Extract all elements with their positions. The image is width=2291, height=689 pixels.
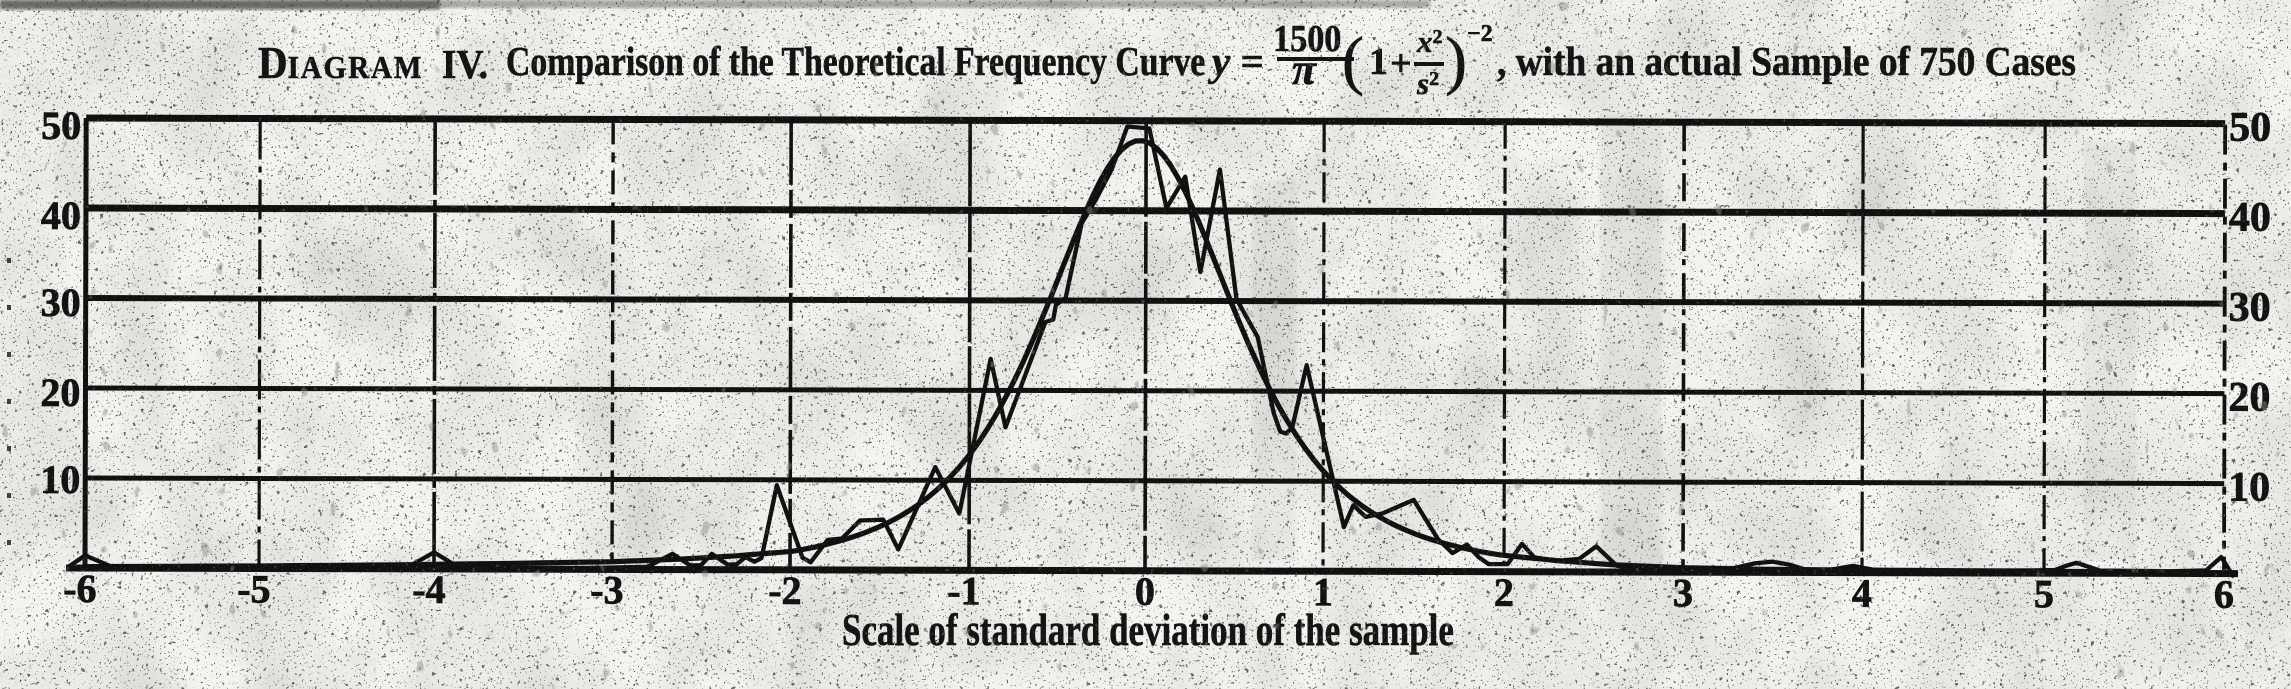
svg-text:50: 50: [41, 103, 81, 148]
svg-text:40: 40: [2229, 195, 2271, 241]
svg-text:2: 2: [1494, 570, 1514, 615]
svg-text:-2: -2: [768, 568, 801, 613]
svg-text:-6: -6: [63, 566, 96, 611]
svg-text:10: 10: [40, 457, 80, 502]
svg-text:-4: -4: [412, 567, 445, 612]
svg-text:3: 3: [1673, 570, 1693, 615]
svg-text:6: 6: [2214, 572, 2234, 617]
svg-text:5: 5: [2034, 571, 2054, 616]
svg-text:50: 50: [2229, 105, 2271, 151]
svg-text:4: 4: [1852, 571, 1872, 616]
svg-text:-5: -5: [237, 566, 270, 611]
svg-text:40: 40: [41, 193, 81, 238]
svg-text:10: 10: [2228, 465, 2270, 511]
svg-text:-3: -3: [590, 567, 623, 612]
svg-text:20: 20: [40, 370, 80, 415]
svg-text:30: 30: [41, 280, 81, 325]
svg-text:20: 20: [2228, 375, 2270, 421]
svg-text:30: 30: [2229, 285, 2271, 331]
